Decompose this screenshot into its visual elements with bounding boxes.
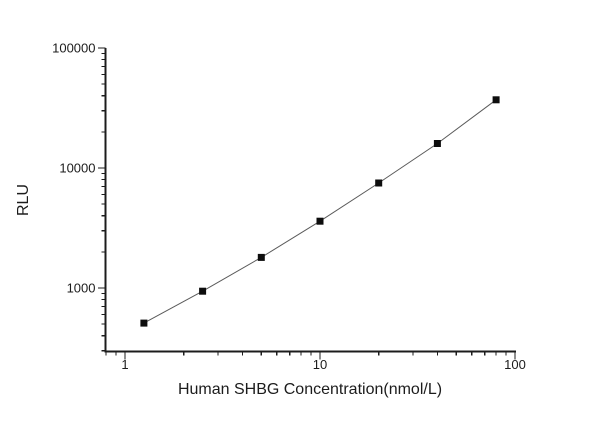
data-series [140, 96, 500, 327]
tick-labels: 1 10 100 1000 10000 100000 [52, 41, 526, 373]
y-tick-label: 100000 [52, 41, 95, 56]
data-point-marker [140, 319, 148, 327]
y-axis-title: RLU [15, 184, 32, 216]
y-tick-label: 10000 [59, 161, 95, 176]
x-tick-label: 10 [313, 357, 327, 372]
data-point-marker [433, 140, 441, 147]
y-tick-label: 1000 [67, 281, 96, 296]
data-point-marker [316, 217, 324, 225]
curve-line [143, 99, 497, 324]
x-tick-label: 1 [121, 357, 128, 372]
data-point-marker [257, 253, 265, 261]
axes [98, 47, 516, 360]
data-point-marker [199, 287, 207, 295]
x-tick-label: 100 [504, 357, 526, 372]
x-axis-title: Human SHBG Concentration(nmol/L) [178, 381, 442, 398]
data-point-marker [492, 96, 500, 104]
data-point-marker [375, 179, 383, 187]
